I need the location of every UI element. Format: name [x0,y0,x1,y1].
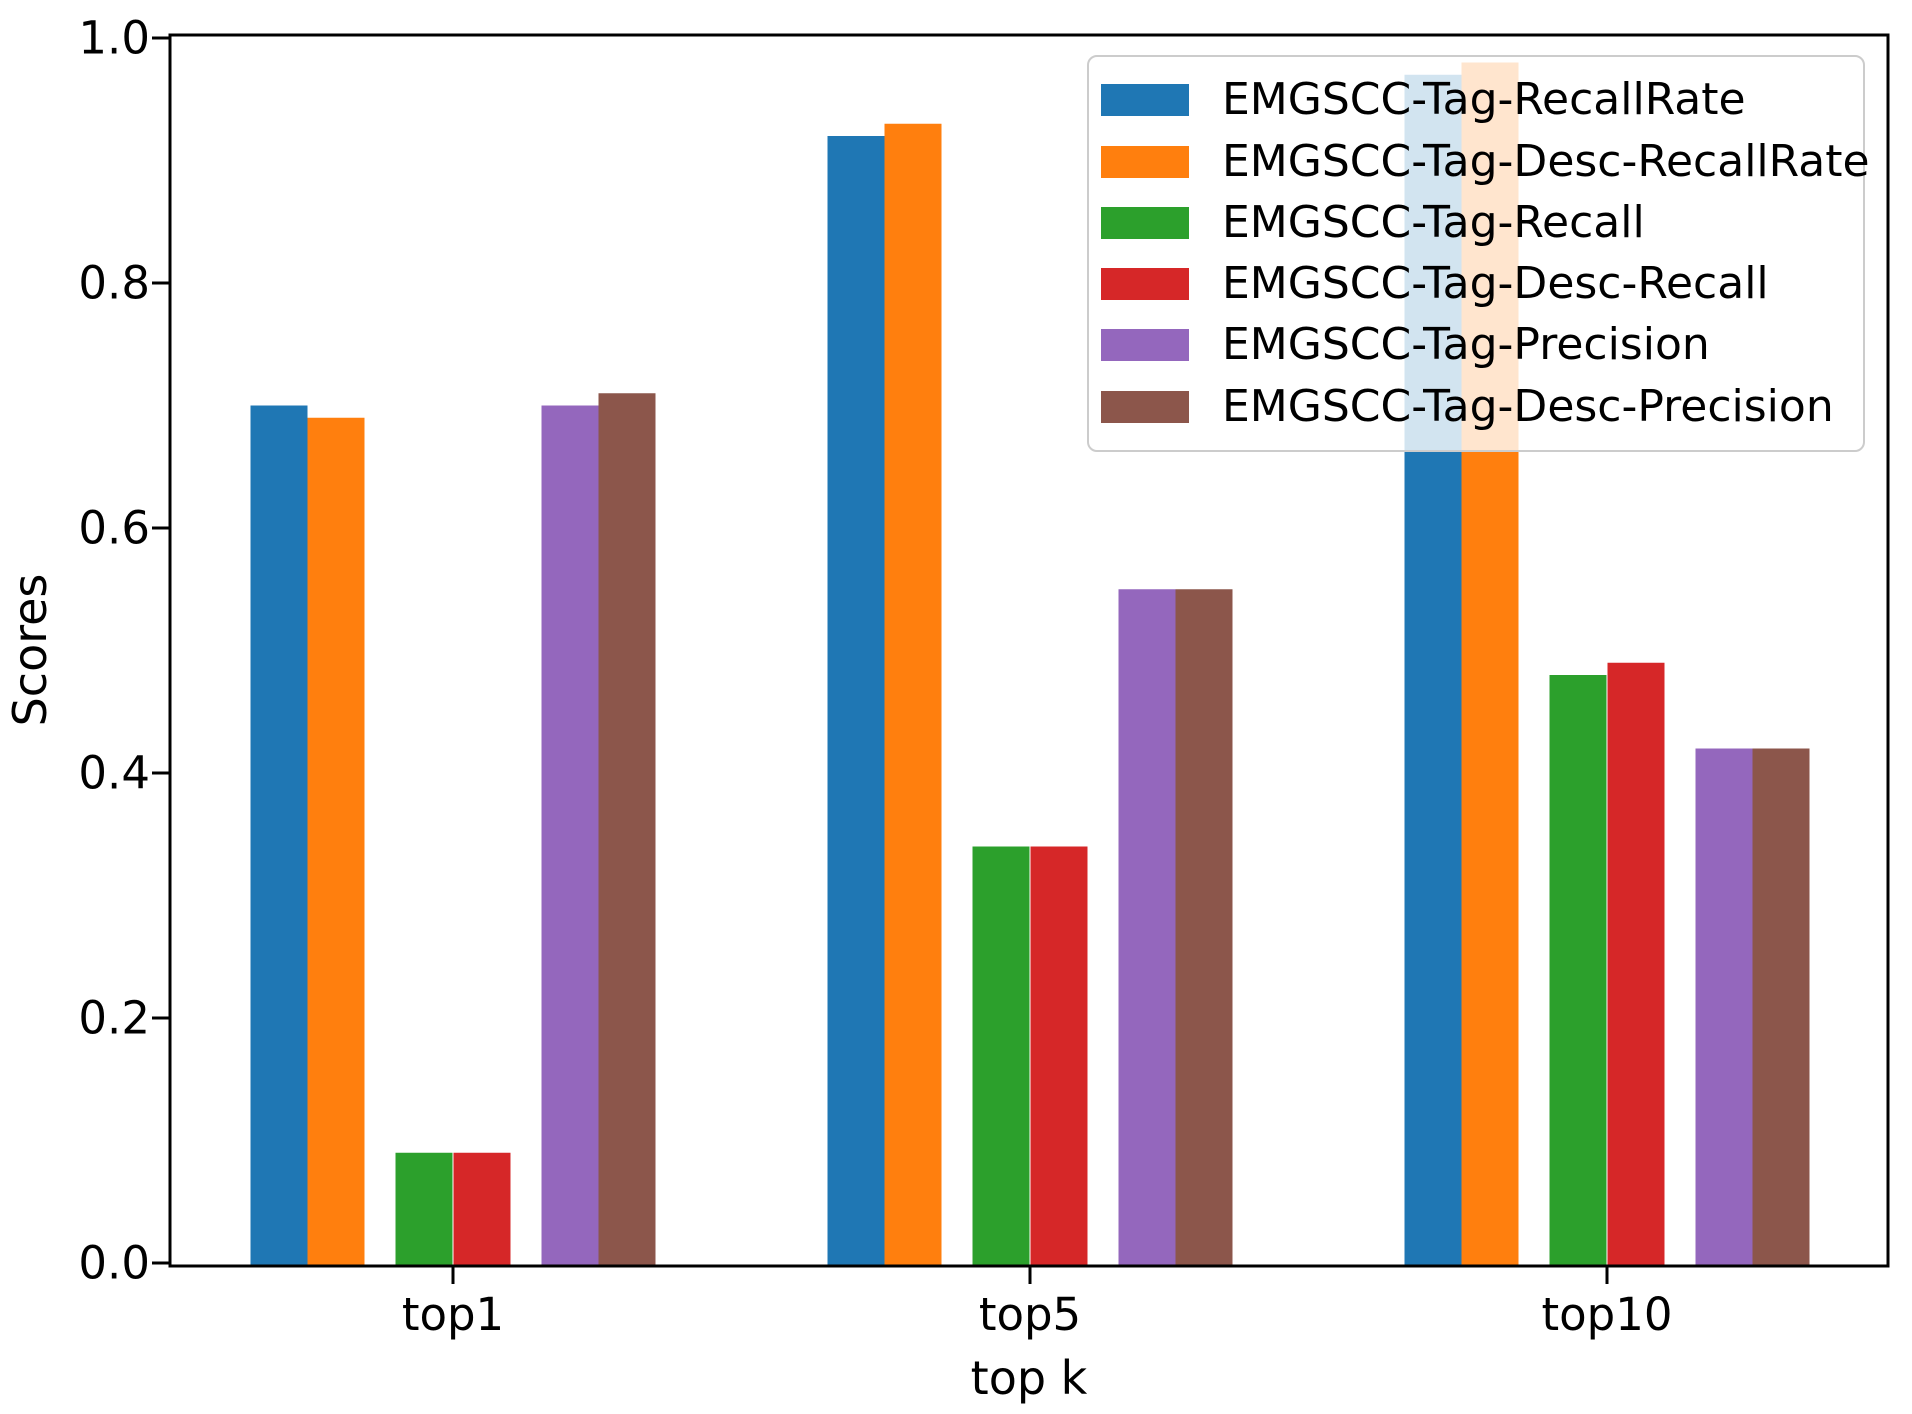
legend-label: EMGSCC-Tag-RecallRate [1222,74,1746,126]
y-tick-label: 0.6 [78,501,150,555]
bar-top5-EMGSCC-Tag-Desc-RecallRate [884,123,942,1266]
legend-entry: EMGSCC-Tag-Desc-Recall [1089,260,1863,308]
y-tick-label: 0.0 [78,1236,150,1290]
bar-top10-EMGSCC-Tag-Precision [1695,748,1753,1266]
legend-entry: EMGSCC-Tag-Desc-RecallRate [1089,137,1870,186]
bar-top1-EMGSCC-Tag-Desc-Precision [598,393,656,1266]
bar-top5-EMGSCC-Tag-Desc-Precision [1175,589,1233,1266]
bar-top10-EMGSCC-Tag-Recall [1549,675,1607,1266]
x-axis-label: top k [970,1351,1088,1405]
legend-label: EMGSCC-Tag-Desc-RecallRate [1222,135,1870,187]
bar-top1-EMGSCC-Tag-Desc-Recall [453,1152,511,1266]
bar-top1-EMGSCC-Tag-RecallRate [250,405,308,1266]
y-tick-label: 0.4 [78,746,150,800]
y-tick-label: 0.8 [78,256,150,310]
bar-top1-EMGSCC-Tag-Desc-RecallRate [307,417,365,1266]
legend-swatch-icon [1101,206,1189,239]
x-tick-label-top1: top1 [401,1288,505,1341]
y-tick-label: 0.2 [78,991,150,1045]
y-tick-label: 1.0 [78,11,150,65]
bar-top10-EMGSCC-Tag-Desc-Precision [1752,748,1810,1266]
legend-entry: EMGSCC-Tag-Desc-Precision [1089,380,1863,432]
legend-entry: EMGSCC-Tag-Recall [1089,196,1863,248]
x-tick-label-top10: top10 [1541,1288,1673,1341]
legend-label: EMGSCC-Tag-Desc-Recall [1222,258,1769,310]
x-tick-label-top5: top5 [978,1288,1082,1341]
legend-swatch-icon [1101,84,1189,117]
y-axis-label: Scores [3,573,57,727]
bar-top5-EMGSCC-Tag-RecallRate [827,136,885,1266]
legend-entry: EMGSCC-Tag-RecallRate [1089,76,1863,124]
bar-top1-EMGSCC-Tag-Recall [395,1152,453,1266]
legend-entry: EMGSCC-Tag-Precision [1089,321,1863,369]
legend-label: EMGSCC-Tag-Recall [1222,196,1645,248]
bar-top5-EMGSCC-Tag-Desc-Recall [1030,846,1088,1266]
legend-label: EMGSCC-Tag-Desc-Precision [1222,380,1834,432]
bar-top5-EMGSCC-Tag-Recall [972,846,1030,1266]
bar-top5-EMGSCC-Tag-Precision [1118,589,1176,1266]
bar-top1-EMGSCC-Tag-Precision [541,405,599,1266]
legend-swatch-icon [1101,390,1189,423]
bar-top10-EMGSCC-Tag-Desc-Recall [1607,662,1665,1266]
legend-swatch-icon [1101,145,1189,178]
legend-swatch-icon [1101,329,1189,362]
legend: EMGSCC-Tag-RecallRate EMGSCC-Tag-Desc-Re… [1087,55,1870,452]
legend-label: EMGSCC-Tag-Precision [1222,319,1710,371]
legend-swatch-icon [1101,268,1189,301]
